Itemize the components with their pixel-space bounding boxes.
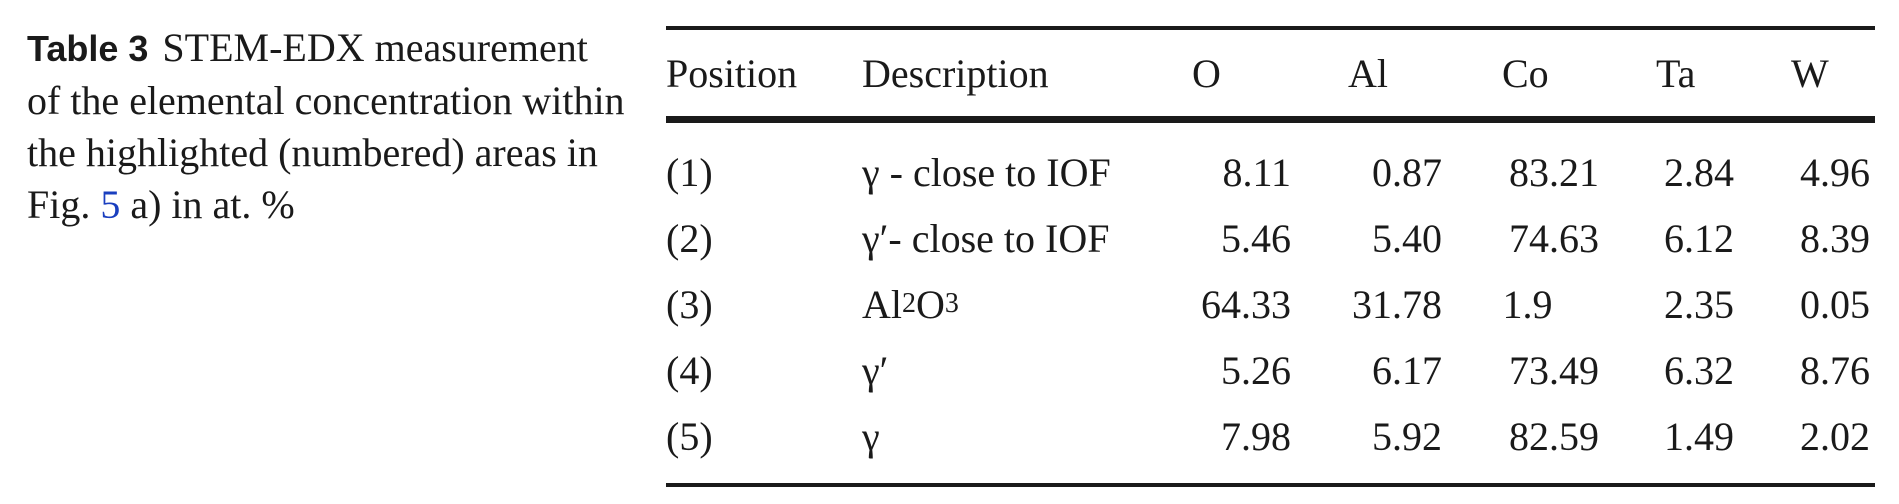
table-row: (5) γ 7.98 5.92 82.59 1.49 2.02 bbox=[666, 403, 1875, 469]
cell-w: 0.05 bbox=[1800, 281, 1870, 327]
cell-al: 6.17 bbox=[1372, 347, 1442, 393]
header-w: W bbox=[1791, 50, 1829, 96]
cell-ta: 1.49 bbox=[1664, 413, 1734, 459]
cell-description: Al 2 O 3 bbox=[862, 281, 959, 327]
cell-position: (3) bbox=[666, 281, 713, 327]
cell-o: 8.11 bbox=[1222, 149, 1291, 195]
cell-w: 8.39 bbox=[1800, 215, 1870, 261]
header-description: Description bbox=[862, 50, 1049, 96]
formula-o: O bbox=[916, 281, 945, 327]
data-table: Position Description O Al Co Ta W (1) γ … bbox=[666, 26, 1875, 487]
cell-al: 0.87 bbox=[1372, 149, 1442, 195]
cell-o: 7.98 bbox=[1221, 413, 1291, 459]
header-o: O bbox=[1192, 50, 1221, 96]
table-caption: Table 3 STEM-EDX measurement of the eleme… bbox=[27, 22, 627, 231]
table-row: (2) γ′- close to IOF 5.46 5.40 74.63 6.1… bbox=[666, 205, 1875, 271]
cell-o: 64.33 bbox=[1201, 281, 1291, 327]
cell-position: (5) bbox=[666, 413, 713, 459]
cell-co: 1.9 bbox=[1502, 281, 1553, 327]
cell-position: (1) bbox=[666, 149, 713, 195]
table-bottom-rule bbox=[666, 483, 1875, 487]
cell-position: (4) bbox=[666, 347, 713, 393]
header-co: Co bbox=[1502, 50, 1549, 96]
header-al: Al bbox=[1348, 50, 1388, 96]
cell-al: 31.78 bbox=[1352, 281, 1442, 327]
cell-co: 73.49 bbox=[1509, 347, 1599, 393]
cell-w: 4.96 bbox=[1800, 149, 1870, 195]
table-top-rule bbox=[666, 26, 1875, 30]
cell-w: 2.02 bbox=[1800, 413, 1870, 459]
figure-reference-link[interactable]: 5 bbox=[100, 182, 121, 227]
cell-co: 82.59 bbox=[1509, 413, 1599, 459]
cell-ta: 2.35 bbox=[1664, 281, 1734, 327]
table-row: (3) Al 2 O 3 64.33 31.78 1.9 2.35 0.05 bbox=[666, 271, 1875, 337]
cell-description: γ bbox=[862, 413, 880, 459]
cell-description: γ′- close to IOF bbox=[862, 215, 1110, 261]
cell-co: 83.21 bbox=[1509, 149, 1599, 195]
caption-text: STEM-EDX measurement of the elemental co… bbox=[27, 25, 625, 227]
table-header-rule bbox=[666, 116, 1875, 123]
cell-al: 5.40 bbox=[1372, 215, 1442, 261]
table-row: (4) γ′ 5.26 6.17 73.49 6.32 8.76 bbox=[666, 337, 1875, 403]
cell-ta: 2.84 bbox=[1664, 149, 1734, 195]
cell-ta: 6.32 bbox=[1664, 347, 1734, 393]
cell-position: (2) bbox=[666, 215, 713, 261]
cell-al: 5.92 bbox=[1372, 413, 1442, 459]
header-ta: Ta bbox=[1656, 50, 1696, 96]
cell-w: 8.76 bbox=[1800, 347, 1870, 393]
table-header-row: Position Description O Al Co Ta W bbox=[666, 30, 1875, 116]
cell-description: γ - close to IOF bbox=[862, 149, 1111, 195]
cell-ta: 6.12 bbox=[1664, 215, 1734, 261]
cell-description: γ′ bbox=[862, 347, 889, 393]
table-row: (1) γ - close to IOF 8.11 0.87 83.21 2.8… bbox=[666, 139, 1875, 205]
cell-co: 74.63 bbox=[1509, 215, 1599, 261]
formula-al: Al bbox=[862, 281, 902, 327]
table-label: Table 3 bbox=[27, 28, 149, 69]
cell-o: 5.26 bbox=[1221, 347, 1291, 393]
caption-text-end: a) in at. % bbox=[130, 182, 295, 227]
cell-o: 5.46 bbox=[1221, 215, 1291, 261]
header-position: Position bbox=[666, 50, 798, 96]
